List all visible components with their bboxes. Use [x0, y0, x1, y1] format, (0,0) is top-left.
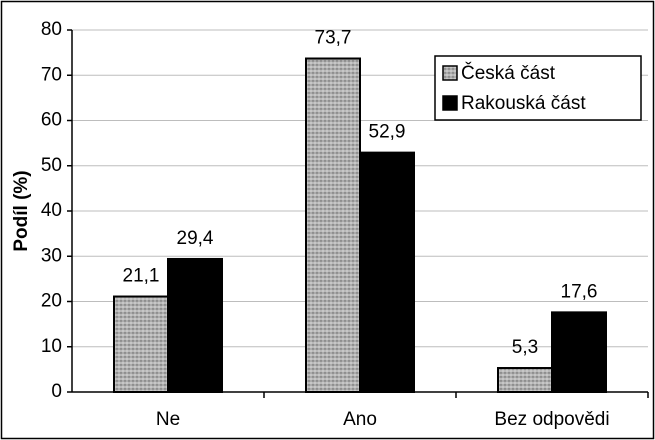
- legend-box: [434, 55, 642, 121]
- y-tick-label: 50: [41, 155, 62, 176]
- x-tick-label: Ne: [156, 409, 180, 430]
- legend-label: Česká část: [461, 62, 556, 84]
- bar: [305, 57, 361, 393]
- bar: [113, 295, 169, 393]
- legend-label: Rakouská část: [461, 93, 586, 114]
- x-tick-label: Ano: [343, 409, 377, 430]
- data-label: 52,9: [369, 122, 406, 143]
- bar: [167, 257, 223, 393]
- y-tick-label: 20: [41, 291, 62, 312]
- bar: [359, 151, 415, 393]
- data-label: 21,1: [123, 266, 160, 287]
- data-label: 73,7: [315, 28, 352, 49]
- y-tick-label: 60: [41, 110, 62, 131]
- bar: [551, 311, 607, 393]
- y-tick-label: 80: [41, 19, 62, 40]
- legend-swatch: [442, 65, 458, 81]
- y-tick-label: 30: [41, 245, 62, 266]
- y-tick-label: 10: [41, 336, 62, 357]
- data-label: 29,4: [177, 228, 214, 249]
- data-label: 5,3: [512, 337, 538, 358]
- bar: [497, 367, 553, 393]
- data-label: 17,6: [561, 281, 598, 302]
- y-tick-label: 40: [41, 200, 62, 221]
- y-tick-label: 0: [51, 381, 62, 402]
- legend-swatch: [442, 95, 458, 111]
- y-tick-label: 70: [41, 64, 62, 85]
- x-tick-label: Bez odpovědi: [494, 409, 609, 430]
- y-axis-label: Podíl (%): [11, 170, 32, 251]
